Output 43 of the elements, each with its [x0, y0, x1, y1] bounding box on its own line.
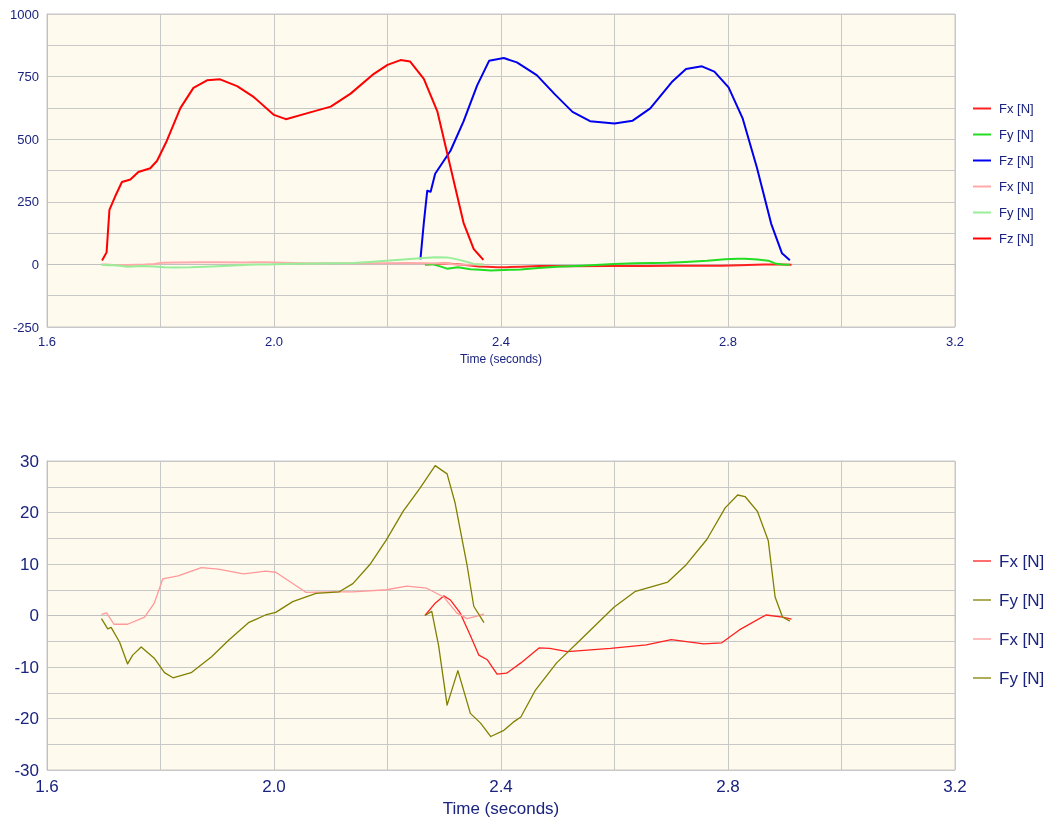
x-tick-label: 2.0: [262, 777, 286, 796]
x-tick-label: 3.2: [943, 777, 967, 796]
line-series: [101, 59, 485, 262]
legend-label: Fx [N]: [999, 629, 1045, 649]
y-tick-label: 250: [17, 194, 39, 210]
legend-label: Fy [N]: [999, 205, 1034, 220]
x-tick-label: 3.2: [945, 334, 965, 349]
y-tick-label: 10: [20, 554, 39, 574]
y-tick-label: 500: [17, 131, 39, 147]
y-tick-label: 20: [20, 503, 39, 522]
legend-label: Fz [N]: [999, 231, 1034, 246]
legend-label: Fz [N]: [999, 153, 1034, 168]
y-tick-label: -250: [12, 319, 39, 335]
x-tick-label: 1.6: [37, 334, 57, 349]
y-tick-label: 0: [31, 256, 39, 272]
legend-label: Fx [N]: [999, 179, 1034, 194]
y-tick-label: -20: [14, 709, 39, 728]
legend-label: Fy [N]: [999, 127, 1034, 142]
legend-label: Fy [N]: [999, 590, 1045, 610]
x-tick-label: 2.8: [716, 777, 740, 796]
x-tick-label: 2.8: [718, 334, 738, 349]
y-tick-label: 1000: [10, 6, 39, 22]
x-tick-label: 2.4: [489, 777, 513, 796]
line-series: [419, 57, 791, 262]
legend-label: Fx [N]: [999, 551, 1045, 571]
line-series: [424, 595, 793, 675]
y-tick-label: -10: [14, 657, 39, 677]
x-tick-label: 2.4: [491, 334, 511, 349]
x-tick-label: 1.6: [35, 777, 59, 796]
line-series: [424, 494, 791, 738]
y-tick-label: -30: [14, 760, 39, 780]
line-series: [423, 257, 791, 272]
legend-label: Fy [N]: [999, 668, 1045, 688]
x-axis-title: Time (seconds): [442, 799, 560, 818]
y-tick-label: 750: [17, 69, 39, 85]
line-series: [100, 464, 485, 679]
legend-label: Fx [N]: [999, 101, 1034, 116]
x-tick-label: 2.0: [264, 334, 284, 349]
line-series: [100, 256, 485, 269]
x-axis-title: Time (seconds): [459, 352, 543, 366]
y-tick-label: 30: [20, 451, 39, 471]
y-tick-label: 0: [29, 606, 39, 625]
line-series: [100, 566, 485, 625]
